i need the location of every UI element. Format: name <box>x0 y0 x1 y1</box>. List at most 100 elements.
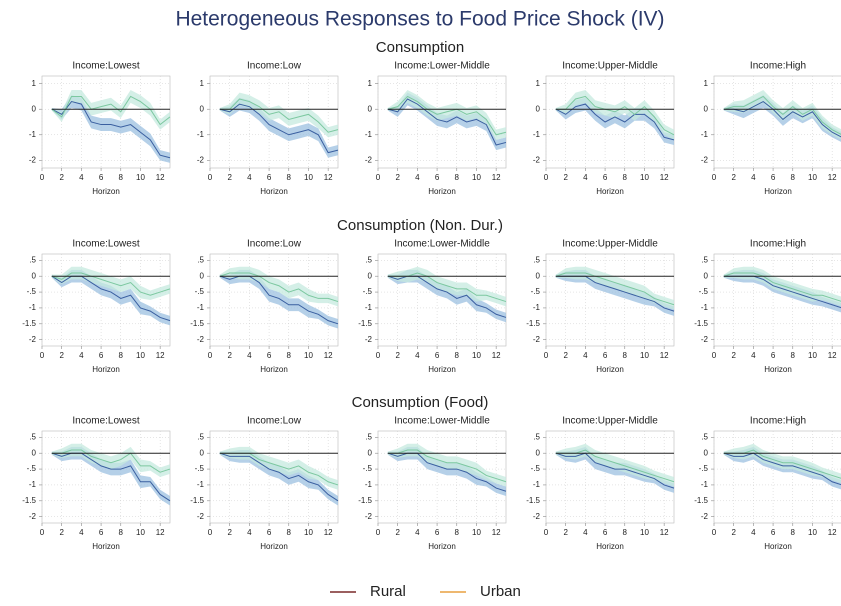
y-tick-label: 1 <box>200 79 205 88</box>
y-tick-label: -2 <box>365 512 373 521</box>
x-tick-label: 12 <box>828 173 837 182</box>
x-tick-label: 10 <box>136 351 145 360</box>
y-tick-label: 1 <box>368 79 373 88</box>
line <box>51 449 171 473</box>
x-tick-label: 8 <box>623 173 628 182</box>
x-tick-label: 6 <box>771 528 776 537</box>
panel-title: Income:High <box>750 61 806 72</box>
confidence-band <box>51 95 170 163</box>
x-tick-label: 6 <box>435 528 440 537</box>
x-tick-label: 4 <box>79 528 84 537</box>
x-tick-label: 12 <box>660 351 669 360</box>
y-tick-label: 0 <box>704 104 709 113</box>
x-tick-label: 6 <box>771 173 776 182</box>
x-tick-label: 6 <box>603 528 608 537</box>
x-tick-label: 0 <box>376 351 381 360</box>
panel-title: Income:Low <box>247 239 302 250</box>
x-tick-label: 12 <box>492 351 501 360</box>
y-tick-label: -.5 <box>699 464 709 473</box>
y-tick-label: -1 <box>533 130 541 139</box>
panel-title: Income:Low <box>247 416 302 427</box>
y-tick-label: 0 <box>32 448 37 457</box>
x-tick-label: 8 <box>455 528 460 537</box>
x-tick-label: 12 <box>324 351 333 360</box>
x-tick-label: 4 <box>247 528 252 537</box>
x-axis-label: Horizon <box>260 542 288 551</box>
x-tick-label: 10 <box>136 528 145 537</box>
y-tick-label: -1 <box>533 303 541 312</box>
x-tick-label: 4 <box>415 173 420 182</box>
plot-area <box>41 430 171 524</box>
y-tick-label: -1.5 <box>526 319 540 328</box>
plot-area <box>41 253 171 347</box>
x-tick-label: 0 <box>544 351 549 360</box>
y-tick-label: -1 <box>29 303 37 312</box>
confidence-band <box>555 266 674 310</box>
x-axis-label: Horizon <box>428 187 456 196</box>
x-tick-label: 2 <box>395 351 400 360</box>
x-tick-label: 0 <box>712 528 717 537</box>
x-tick-label: 10 <box>640 173 649 182</box>
x-tick-label: 6 <box>603 351 608 360</box>
y-tick-label: -1.5 <box>358 319 372 328</box>
panel-title: Income:Low <box>247 61 302 72</box>
legend-label: Rural <box>370 583 406 600</box>
x-tick-label: 8 <box>455 351 460 360</box>
panel-title: Income:Lower-Middle <box>394 239 490 250</box>
y-tick-label: 1 <box>536 79 541 88</box>
x-tick-label: 2 <box>563 173 568 182</box>
y-tick-label: -.5 <box>195 464 205 473</box>
x-tick-label: 2 <box>395 528 400 537</box>
y-tick-label: -2 <box>365 155 373 164</box>
panel-title: Income:Upper-Middle <box>562 239 658 250</box>
y-tick-label: -1.5 <box>526 496 540 505</box>
line <box>555 452 675 489</box>
y-tick-label: -1 <box>701 480 709 489</box>
y-tick-label: -1.5 <box>358 496 372 505</box>
x-axis-label: Horizon <box>596 542 624 551</box>
x-tick-label: 6 <box>603 173 608 182</box>
y-tick-label: -2 <box>197 512 205 521</box>
y-tick-label: -.5 <box>531 464 541 473</box>
y-tick-label: -2 <box>197 155 205 164</box>
x-tick-label: 12 <box>660 528 669 537</box>
x-tick-label: 4 <box>247 173 252 182</box>
x-tick-label: 10 <box>304 351 313 360</box>
x-tick-label: 10 <box>640 528 649 537</box>
confidence-band <box>219 92 338 138</box>
x-tick-label: 6 <box>435 351 440 360</box>
y-tick-label: -1.5 <box>190 319 204 328</box>
x-tick-label: 2 <box>563 351 568 360</box>
x-axis-label: Horizon <box>596 365 624 374</box>
x-tick-label: 0 <box>208 528 213 537</box>
x-tick-label: 2 <box>59 351 64 360</box>
y-tick-label: -2 <box>701 512 709 521</box>
x-tick-label: 2 <box>59 173 64 182</box>
y-tick-label: -1 <box>197 130 205 139</box>
x-tick-label: 6 <box>435 173 440 182</box>
y-tick-label: -1 <box>197 480 205 489</box>
y-tick-label: -.5 <box>27 464 37 473</box>
y-tick-label: -1.5 <box>694 319 708 328</box>
panel-title: Income:Lowest <box>72 239 139 250</box>
y-tick-label: 0 <box>704 271 709 280</box>
confidence-band <box>51 443 170 477</box>
y-tick-label: -2 <box>365 335 373 344</box>
x-tick-label: 4 <box>751 528 756 537</box>
line <box>387 449 507 483</box>
y-tick-label: -1 <box>365 480 373 489</box>
x-axis-label: Horizon <box>764 187 792 196</box>
y-tick-label: 0 <box>368 271 373 280</box>
x-tick-label: 2 <box>227 173 232 182</box>
y-tick-label: 0 <box>32 271 37 280</box>
line <box>387 95 507 136</box>
confidence-band <box>723 90 841 140</box>
line <box>555 103 675 141</box>
x-axis-label: Horizon <box>428 542 456 551</box>
y-tick-label: 0 <box>200 448 205 457</box>
x-axis-label: Horizon <box>428 365 456 374</box>
y-tick-label: 0 <box>536 271 541 280</box>
x-tick-label: 8 <box>119 528 124 537</box>
y-tick-label: -2 <box>533 335 541 344</box>
